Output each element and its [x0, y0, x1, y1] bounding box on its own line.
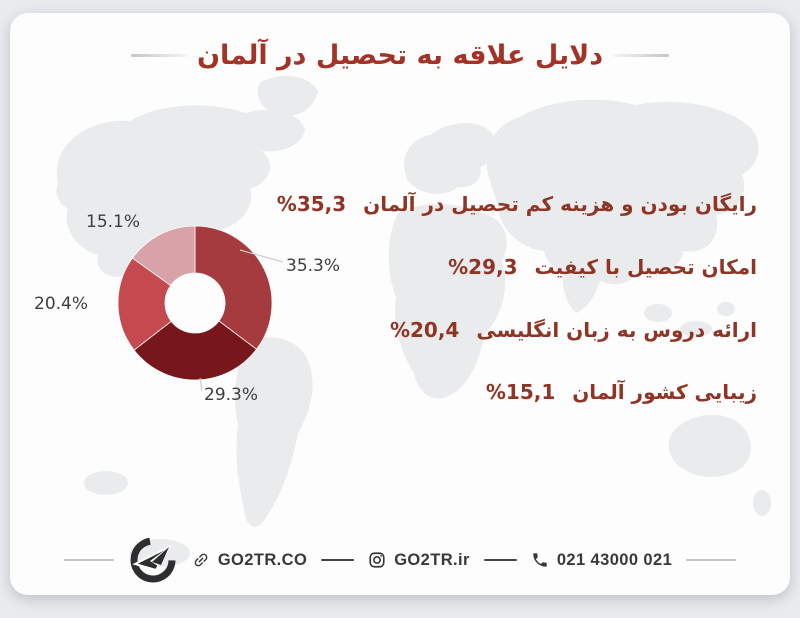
footer: GO2TR.CO GO2TR.ir 021 43000 021	[10, 531, 790, 589]
page-title: دلایل علاقه به تحصیل در آلمان	[196, 39, 604, 71]
donut-segments	[117, 225, 273, 381]
reason-line-3: ارائه دروس به زبان انگلیسی %20,4	[390, 318, 757, 342]
reason-text: زیبایی کشور آلمان	[572, 380, 757, 404]
title-divider-left	[613, 53, 670, 57]
reason-text: رایگان بودن و هزینه کم تحصیل در آلمان	[363, 192, 757, 216]
leader-line-29-3	[199, 377, 203, 392]
title-row: دلایل علاقه به تحصیل در آلمان	[10, 31, 790, 79]
chart-label-35-3: 35.3%	[286, 256, 341, 276]
footer-left-line	[63, 559, 114, 561]
leader-lines	[199, 249, 284, 392]
reason-line-4: زیبایی کشور آلمان %15,1	[486, 380, 757, 404]
chart-label-15-1: 15.1%	[86, 212, 141, 232]
website-link[interactable]: GO2TR.CO	[192, 551, 307, 570]
phone-contact[interactable]: 021 43000 021	[531, 551, 672, 570]
reason-line-2: امکان تحصیل با کیفیت %29,3	[448, 255, 757, 279]
world-map-background	[56, 76, 771, 567]
phone-label: 021 43000 021	[556, 550, 673, 569]
leader-line-35-3	[239, 249, 284, 263]
infographic-card: دلایل علاقه به تحصیل در آلمان 35.3% 29.3…	[10, 13, 790, 595]
reason-line-1: رایگان بودن و هزینه کم تحصیل در آلمان %3…	[277, 192, 757, 216]
donut-segment-15.1%	[131, 225, 196, 287]
go2tr-logo	[128, 535, 178, 585]
link-icon	[192, 551, 210, 569]
title-divider-right	[130, 53, 187, 57]
donut-segment-35.3%	[194, 225, 273, 350]
chart-label-20-4: 20.4%	[34, 294, 89, 314]
reason-text: ارائه دروس به زبان انگلیسی	[476, 318, 757, 342]
footer-connector-2	[483, 558, 517, 562]
phone-icon	[531, 551, 549, 569]
reason-value: %29,3	[448, 255, 518, 279]
footer-connector-1	[321, 558, 355, 562]
footer-right-line	[686, 559, 737, 561]
reason-text: امکان تحصیل با کیفیت	[534, 255, 757, 279]
donut-chart	[117, 225, 284, 392]
instagram-icon	[368, 551, 386, 569]
donut-segment-29.3%	[133, 320, 258, 381]
reason-value: %15,1	[485, 380, 556, 404]
reason-value: %20,4	[389, 318, 460, 342]
website-label: GO2TR.CO	[217, 550, 308, 569]
donut-segment-20.4%	[117, 257, 172, 351]
reason-value: %35,3	[276, 192, 347, 216]
instagram-label: GO2TR.ir	[394, 550, 470, 569]
chart-label-29-3: 29.3%	[204, 385, 259, 405]
instagram-link[interactable]: GO2TR.ir	[368, 551, 470, 570]
